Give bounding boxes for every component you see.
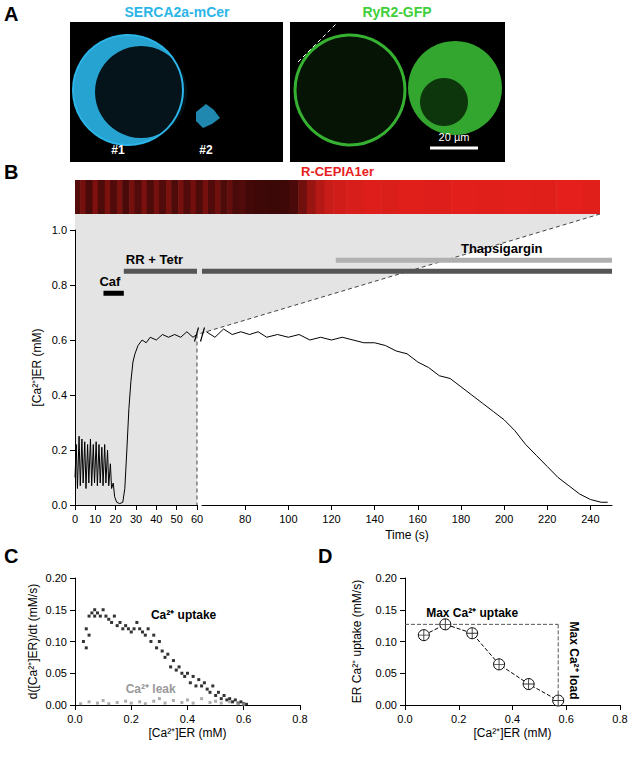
svg-text:120: 120 bbox=[322, 513, 340, 525]
svg-text:#2: #2 bbox=[199, 143, 213, 157]
svg-text:0.4: 0.4 bbox=[180, 713, 195, 725]
svg-text:40: 40 bbox=[150, 513, 162, 525]
svg-text:Thapsigargin: Thapsigargin bbox=[461, 241, 543, 256]
svg-text:0.2: 0.2 bbox=[52, 444, 67, 456]
svg-text:#1: #1 bbox=[111, 143, 125, 157]
svg-text:0.10: 0.10 bbox=[376, 636, 397, 648]
svg-text:SERCA2a-mCer: SERCA2a-mCer bbox=[124, 4, 230, 20]
svg-text:100: 100 bbox=[279, 513, 297, 525]
svg-text:0.6: 0.6 bbox=[559, 713, 574, 725]
svg-text:60: 60 bbox=[191, 513, 203, 525]
svg-text:0.05: 0.05 bbox=[376, 667, 397, 679]
svg-text:ER Ca²⁺ uptake (mM/s): ER Ca²⁺ uptake (mM/s) bbox=[350, 580, 364, 703]
svg-text:140: 140 bbox=[365, 513, 383, 525]
svg-text:C: C bbox=[4, 545, 18, 567]
svg-text:0.15: 0.15 bbox=[376, 604, 397, 616]
svg-text:0.0: 0.0 bbox=[67, 713, 82, 725]
svg-text:0.15: 0.15 bbox=[46, 604, 67, 616]
svg-text:[Ca²⁺]ER (mM): [Ca²⁺]ER (mM) bbox=[30, 329, 44, 407]
svg-text:10: 10 bbox=[89, 513, 101, 525]
svg-text:1.0: 1.0 bbox=[52, 224, 67, 236]
svg-text:0.2: 0.2 bbox=[124, 713, 139, 725]
svg-text:D: D bbox=[318, 545, 332, 567]
svg-text:0.6: 0.6 bbox=[236, 713, 251, 725]
svg-text:[Ca²⁺]ER (mM): [Ca²⁺]ER (mM) bbox=[149, 726, 227, 740]
svg-text:R-CEPIA1er: R-CEPIA1er bbox=[301, 164, 374, 179]
svg-text:0.0: 0.0 bbox=[52, 499, 67, 511]
svg-text:0: 0 bbox=[72, 513, 78, 525]
svg-text:0.20: 0.20 bbox=[46, 572, 67, 584]
svg-text:d([Ca²⁺]ER)/dt (mM/s): d([Ca²⁺]ER)/dt (mM/s) bbox=[26, 584, 40, 699]
svg-text:240: 240 bbox=[581, 513, 599, 525]
svg-text:0.00: 0.00 bbox=[46, 699, 67, 711]
svg-text:0.8: 0.8 bbox=[292, 713, 307, 725]
svg-text:Time (s): Time (s) bbox=[385, 528, 429, 542]
svg-text:50: 50 bbox=[171, 513, 183, 525]
svg-text:0.6: 0.6 bbox=[52, 334, 67, 346]
svg-text:30: 30 bbox=[130, 513, 142, 525]
svg-text:160: 160 bbox=[409, 513, 427, 525]
svg-text:0.2: 0.2 bbox=[451, 713, 466, 725]
svg-text:0.4: 0.4 bbox=[52, 389, 67, 401]
svg-text:180: 180 bbox=[452, 513, 470, 525]
svg-text:A: A bbox=[4, 3, 18, 25]
svg-text:RyR2-GFP: RyR2-GFP bbox=[362, 4, 431, 20]
svg-text:20: 20 bbox=[110, 513, 122, 525]
svg-text:0.8: 0.8 bbox=[52, 279, 67, 291]
svg-text:0.4: 0.4 bbox=[505, 713, 520, 725]
svg-text:Max Ca²⁺ uptake: Max Ca²⁺ uptake bbox=[426, 606, 518, 620]
svg-text:RR + Tetr: RR + Tetr bbox=[126, 252, 183, 267]
svg-text:20 µm: 20 µm bbox=[439, 131, 470, 143]
svg-text:0.20: 0.20 bbox=[376, 572, 397, 584]
svg-text:B: B bbox=[4, 161, 18, 183]
svg-text:0.0: 0.0 bbox=[397, 713, 412, 725]
svg-text:[Ca²⁺]ER (mM): [Ca²⁺]ER (mM) bbox=[474, 726, 552, 740]
svg-text:0.05: 0.05 bbox=[46, 667, 67, 679]
svg-text:Ca²⁺ leak: Ca²⁺ leak bbox=[126, 682, 176, 696]
svg-text:80: 80 bbox=[239, 513, 251, 525]
svg-text:Ca²⁺ uptake: Ca²⁺ uptake bbox=[151, 608, 217, 622]
svg-text:Max Ca²⁺ load: Max Ca²⁺ load bbox=[567, 622, 581, 700]
svg-text:220: 220 bbox=[538, 513, 556, 525]
svg-text:0.00: 0.00 bbox=[376, 699, 397, 711]
svg-text:0.8: 0.8 bbox=[612, 713, 627, 725]
svg-text:0.10: 0.10 bbox=[46, 636, 67, 648]
svg-text:Caf: Caf bbox=[99, 274, 121, 289]
svg-text:200: 200 bbox=[495, 513, 513, 525]
